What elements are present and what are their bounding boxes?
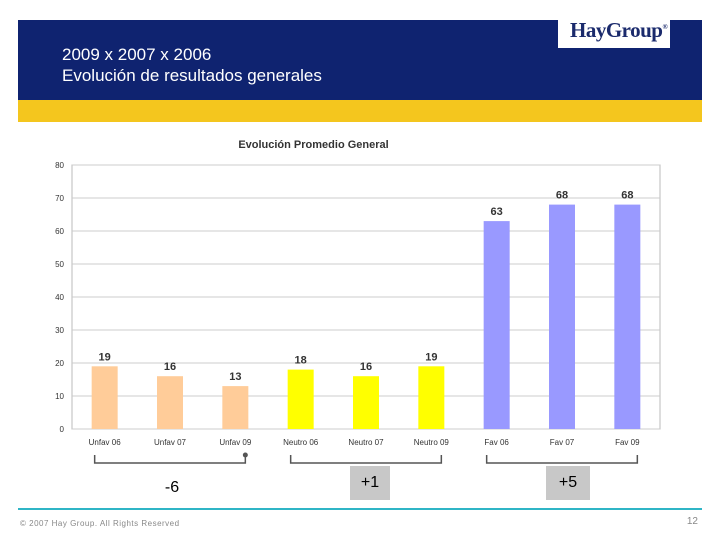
- data-label: 63: [491, 206, 503, 218]
- x-tick-label: Neutro 09: [414, 438, 450, 447]
- bar: [549, 204, 575, 429]
- x-tick-label: Fav 07: [550, 438, 575, 447]
- haygroup-logo: HayGroup®: [570, 18, 668, 42]
- y-tick-label: 40: [55, 293, 64, 302]
- y-tick-label: 50: [55, 260, 64, 269]
- logo-box: [558, 14, 670, 48]
- page-title-line2: Evolución de resultados generales: [62, 66, 322, 85]
- x-tick-label: Unfav 06: [89, 438, 122, 447]
- bar: [483, 221, 510, 429]
- page-number: 12: [686, 516, 698, 527]
- y-tick-label: 20: [55, 359, 64, 368]
- data-label: 13: [229, 371, 241, 383]
- group-bracket: [485, 455, 639, 464]
- group-bracket: [93, 455, 247, 464]
- y-tick-label: 30: [55, 326, 64, 335]
- bar: [91, 366, 118, 429]
- page-title-line1: 2009 x 2007 x 2006: [62, 45, 212, 64]
- y-tick-label: 70: [55, 194, 64, 203]
- data-label: 18: [295, 355, 307, 367]
- y-tick-label: 80: [55, 161, 64, 170]
- data-label: 16: [360, 361, 372, 373]
- y-tick-label: 10: [55, 392, 64, 401]
- bar: [287, 369, 314, 429]
- x-tick-label: Fav 09: [615, 438, 640, 447]
- footer-divider: [18, 508, 702, 510]
- data-label: 68: [621, 190, 633, 202]
- bar: [157, 376, 183, 429]
- data-label: 19: [425, 351, 437, 363]
- x-tick-label: Unfav 07: [154, 438, 187, 447]
- fav-difference: +5: [546, 466, 590, 500]
- x-tick-label: Unfav 09: [219, 438, 252, 447]
- x-tick-label: Fav 06: [484, 438, 509, 447]
- chart-title: Evolución Promedio General: [238, 139, 389, 151]
- group-bracket: [289, 455, 443, 464]
- page-title: 2009 x 2007 x 2006 Evolución de resultad…: [62, 44, 322, 86]
- bar: [418, 366, 445, 429]
- y-tick-label: 0: [60, 425, 65, 434]
- data-label: 19: [99, 351, 111, 363]
- neutro-difference: +1: [350, 466, 390, 500]
- unfav-difference: -6: [152, 470, 192, 506]
- bar: [222, 386, 249, 429]
- data-label: 16: [164, 361, 176, 373]
- bar: [614, 204, 641, 429]
- copyright-text: © 2007 Hay Group. All Rights Reserved: [20, 519, 180, 528]
- bar: [353, 376, 379, 429]
- x-tick-label: Neutro 07: [348, 438, 384, 447]
- yellow-band: [18, 100, 702, 122]
- x-tick-label: Neutro 06: [283, 438, 319, 447]
- y-tick-label: 60: [55, 227, 64, 236]
- bracket-dot: [242, 452, 248, 458]
- data-label: 68: [556, 190, 568, 202]
